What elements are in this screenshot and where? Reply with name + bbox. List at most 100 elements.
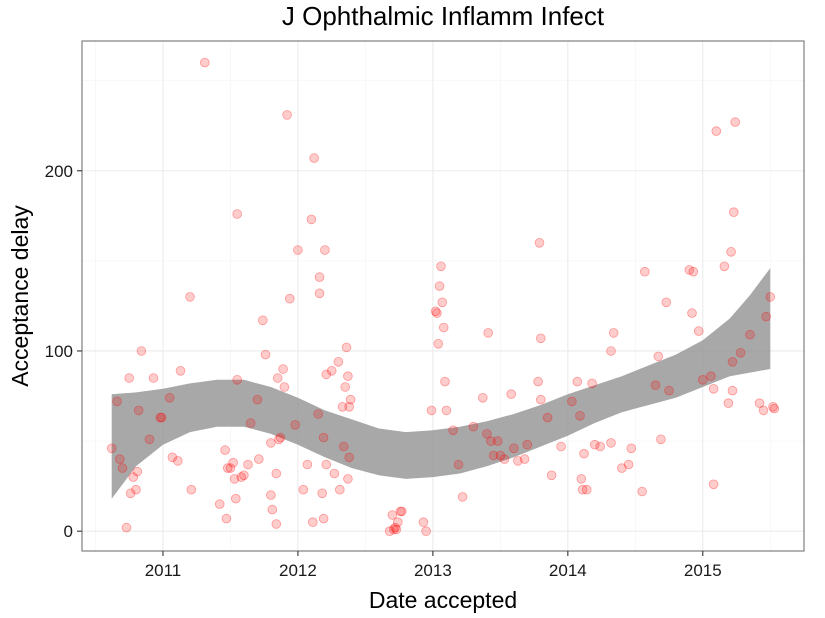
y-tick-label: 100: [45, 342, 73, 361]
plot-panel: [81, 40, 805, 552]
data-point: [340, 382, 351, 392]
data-point: [482, 429, 492, 439]
data-point: [572, 376, 583, 387]
data-point: [279, 382, 290, 392]
data-point: [245, 418, 256, 428]
data-point: [313, 409, 324, 419]
data-point: [506, 389, 517, 400]
data-point: [535, 333, 546, 344]
data-point: [616, 463, 627, 473]
data-point: [274, 434, 284, 445]
data-point: [266, 490, 276, 500]
data-point: [761, 311, 771, 322]
data-point: [252, 394, 263, 405]
data-point: [334, 484, 345, 495]
data-point: [608, 328, 619, 338]
data-point: [661, 297, 672, 308]
data-point: [253, 454, 264, 464]
data-point: [121, 522, 132, 533]
x-tick-label: 2013: [414, 561, 452, 580]
data-point: [421, 526, 431, 536]
y-axis: 0 100 200: [45, 162, 82, 541]
data-point: [266, 438, 276, 448]
data-point: [727, 356, 738, 367]
data-points: [106, 57, 780, 536]
data-point: [486, 436, 496, 446]
data-point: [730, 117, 740, 127]
data-point: [278, 364, 288, 374]
data-point: [239, 470, 249, 481]
data-point: [606, 438, 616, 448]
data-point: [577, 484, 588, 495]
data-point: [708, 479, 719, 490]
data-point: [533, 376, 543, 387]
data-point: [606, 346, 616, 356]
data-point: [282, 110, 292, 120]
data-point: [231, 493, 241, 504]
data-point: [320, 245, 330, 255]
data-point: [133, 405, 144, 416]
data-point: [314, 272, 325, 282]
data-point: [595, 441, 605, 452]
y-tick-label: 0: [64, 522, 73, 541]
data-point: [653, 351, 664, 362]
data-point: [576, 474, 587, 484]
data-point: [735, 347, 746, 358]
data-point: [307, 517, 318, 527]
data-point: [499, 454, 510, 464]
data-point: [723, 398, 734, 409]
data-point: [754, 398, 765, 409]
smooth-band: [111, 268, 771, 499]
data-point: [468, 421, 479, 432]
chart-title: J Ophthalmic Inflamm Infect: [282, 1, 605, 31]
data-point: [440, 376, 450, 387]
data-point: [726, 247, 736, 257]
data-point: [556, 441, 566, 452]
data-point: [434, 281, 445, 291]
data-point: [522, 439, 533, 450]
data-point: [513, 456, 523, 466]
data-point: [284, 293, 295, 304]
data-point: [326, 365, 337, 376]
x-tick-label: 2012: [279, 561, 317, 580]
data-point: [298, 484, 309, 495]
data-point: [225, 463, 236, 473]
data-point: [275, 432, 286, 443]
data-point: [136, 346, 147, 356]
data-point: [132, 466, 143, 477]
data-point: [758, 405, 769, 416]
data-point: [388, 524, 399, 535]
data-point: [639, 266, 650, 277]
data-point: [697, 374, 708, 385]
data-point: [317, 488, 328, 499]
data-point: [728, 207, 739, 218]
data-point: [200, 57, 210, 68]
data-point: [688, 266, 699, 277]
data-point: [542, 412, 553, 423]
grid: [82, 41, 804, 551]
data-point: [395, 506, 406, 517]
data-point: [221, 513, 232, 524]
data-point: [477, 392, 488, 403]
data-point: [390, 522, 400, 533]
data-point: [341, 342, 352, 353]
data-point: [164, 392, 175, 403]
y-tick-label: 200: [45, 162, 73, 181]
data-point: [293, 245, 303, 255]
data-point: [436, 261, 446, 272]
data-point: [637, 486, 647, 497]
data-point: [175, 365, 186, 376]
data-point: [117, 463, 128, 473]
data-point: [575, 410, 585, 421]
data-point: [711, 126, 722, 136]
data-point: [236, 472, 247, 482]
data-point: [257, 315, 268, 326]
data-point: [144, 434, 155, 445]
data-point: [567, 396, 577, 407]
data-point: [321, 369, 332, 380]
data-point: [396, 506, 407, 517]
data-point: [727, 385, 738, 396]
x-tick-label: 2011: [145, 561, 182, 580]
data-point: [418, 517, 429, 527]
